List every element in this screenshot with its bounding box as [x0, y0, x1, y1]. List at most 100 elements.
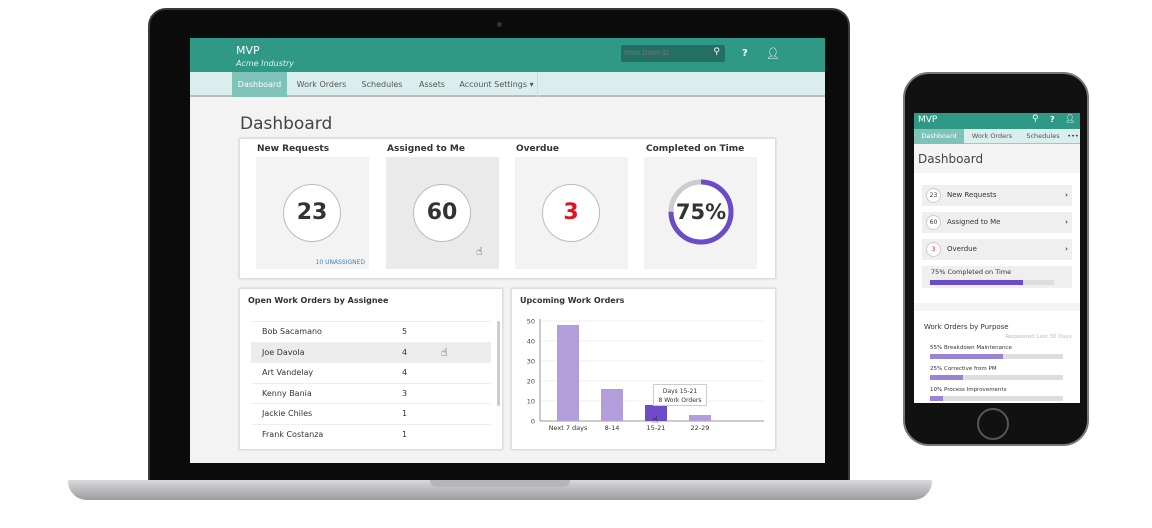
item-label: Overdue	[947, 245, 977, 253]
search-icon[interactable]: ⚲	[713, 47, 720, 57]
mobile-item-new-requests[interactable]: 23 New Requests ›	[922, 185, 1072, 206]
tab-assets[interactable]: Assets	[418, 80, 446, 89]
assignee-row[interactable]: Jackie Chiles 1	[251, 403, 491, 423]
help-icon[interactable]: ?	[1050, 115, 1055, 124]
count-badge: 60	[926, 215, 941, 230]
mobile-tab-work-orders[interactable]: Work Orders	[971, 132, 1013, 140]
stat-label: Overdue	[516, 144, 560, 154]
assigned-tile[interactable]: 60 ☝︎	[386, 157, 499, 269]
card-title: Open Work Orders by Assignee	[248, 296, 389, 305]
phone-screen: MVP ⚲ ? 👤︎ Dashboard Work Orders Schedul…	[914, 113, 1080, 403]
hand-cursor-icon: ☝︎	[441, 345, 448, 359]
app-subtitle: Acme Industry	[236, 59, 295, 68]
purpose-bar	[930, 396, 1063, 401]
home-button	[977, 408, 1009, 440]
new-requests-tile[interactable]: 23 10 UNASSIGNED	[256, 157, 369, 269]
assignee-name: Joe Davola	[262, 347, 305, 357]
user-icon[interactable]: 👤︎	[766, 47, 780, 60]
completed-tile[interactable]: 75%	[644, 157, 757, 269]
search-icon[interactable]: ⚲	[1032, 114, 1039, 124]
stat-value: 23	[283, 184, 341, 242]
assignee-count: 3	[402, 388, 408, 398]
work-order-search-input[interactable]	[624, 47, 704, 60]
x-tick-label: 8-14	[605, 424, 620, 432]
upcoming-card: Upcoming Work Orders 0 10 20 30 40 50 Next 7 d…	[511, 288, 776, 450]
purpose-title: Work Orders by Purpose	[924, 323, 1009, 331]
overdue-tile[interactable]: 3	[515, 157, 628, 269]
purpose-label: 55% Breakdown Maintenance	[930, 345, 1012, 351]
purpose-subtitle: Requested Last 30 Days	[1005, 334, 1072, 340]
scrollbar[interactable]	[497, 321, 500, 406]
page-title: Dashboard	[240, 114, 333, 134]
stats-card: New Requests 23 10 UNASSIGNED Assigned t…	[239, 138, 776, 279]
mobile-nav: Dashboard Work Orders Schedules •••	[914, 129, 1080, 144]
tab-work-orders[interactable]: Work Orders	[296, 80, 347, 89]
y-tick-label: 10	[527, 398, 535, 406]
app-header: MVP Acme Industry ⚲ ? 👤︎	[190, 38, 825, 72]
assignee-name: Frank Costanza	[262, 429, 324, 439]
assignee-row[interactable]: Kenny Bania 3	[251, 382, 491, 403]
laptop-screen: MVP Acme Industry ⚲ ? 👤︎ Dashboard Work …	[190, 38, 825, 463]
assignee-row[interactable]: Art Vandelay 4	[251, 362, 491, 382]
count-badge: 23	[926, 188, 941, 203]
hand-cursor-icon: ☝	[652, 415, 658, 426]
more-icon[interactable]: •••	[1067, 132, 1079, 140]
assignee-row[interactable]: Joe Davola 4 ☝︎	[251, 341, 491, 362]
user-icon[interactable]: 👤︎	[1065, 114, 1076, 123]
upcoming-chart: 0 10 20 30 40 50 Next 7 days 8-14 15-21 22-29 ☝	[527, 318, 764, 432]
assignee-name: Bob Sacamano	[262, 327, 322, 336]
unassigned-link[interactable]: 10 UNASSIGNED	[315, 259, 365, 266]
tab-account-settings[interactable]: Account Settings ▾	[456, 72, 538, 97]
assignee-row[interactable]: Bob Sacamano 5	[251, 321, 491, 341]
assignee-name: Jackie Chiles	[262, 409, 313, 418]
mobile-item-assigned[interactable]: 60 Assigned to Me ›	[922, 212, 1072, 233]
y-tick-label: 0	[531, 418, 535, 426]
x-tick-label: 15-21	[647, 424, 666, 432]
y-tick-label: 40	[527, 338, 535, 346]
completion-ring	[668, 179, 734, 245]
stat-label: Completed on Time	[646, 144, 745, 154]
bar-15-21	[645, 405, 667, 421]
purpose-bar	[930, 354, 1063, 359]
stat-value: 3	[542, 184, 600, 242]
bar-8-14	[601, 389, 623, 421]
search-box[interactable]: ⚲	[621, 45, 725, 62]
chevron-right-icon: ›	[1065, 191, 1068, 199]
stat-value: 75%	[675, 200, 727, 224]
y-tick-label: 20	[527, 378, 535, 386]
tooltip-line2: 8 Work Orders	[658, 397, 702, 404]
assignee-card: Open Work Orders by Assignee Bob Sacaman…	[239, 288, 503, 450]
main-nav: Dashboard Work Orders Schedules Assets A…	[190, 72, 825, 97]
assignee-count: 1	[402, 409, 408, 418]
tooltip-line1: Days 15-21	[662, 388, 698, 395]
help-icon[interactable]: ?	[742, 48, 748, 59]
camera	[497, 22, 502, 27]
mobile-purpose: Work Orders by Purpose Requested Last 30…	[914, 311, 1080, 403]
mobile-header: MVP ⚲ ? 👤︎	[914, 113, 1080, 129]
x-tick-label: Next 7 days	[549, 424, 588, 432]
chevron-right-icon: ›	[1065, 218, 1068, 226]
y-tick-label: 50	[527, 318, 535, 326]
mobile-item-overdue[interactable]: 3 Overdue ›	[922, 239, 1072, 260]
chart-tooltip: Days 15-21 8 Work Orders	[653, 384, 707, 406]
count-badge: 3	[926, 242, 941, 257]
y-tick-label: 30	[527, 358, 535, 366]
mobile-tab-dashboard[interactable]: Dashboard	[914, 129, 964, 144]
app-title: MVP	[236, 44, 260, 57]
tab-dashboard[interactable]: Dashboard	[232, 72, 287, 97]
stat-label: New Requests	[257, 144, 330, 154]
mobile-app-title: MVP	[918, 115, 938, 125]
purpose-bar	[930, 375, 1063, 380]
chevron-right-icon: ›	[1065, 245, 1068, 253]
item-label: New Requests	[947, 191, 997, 199]
x-tick-label: 22-29	[691, 424, 710, 432]
tab-schedules[interactable]: Schedules	[361, 80, 403, 89]
stat-label: Assigned to Me	[387, 144, 465, 154]
mobile-completed: 75% Completed on Time	[922, 266, 1072, 288]
mobile-tab-schedules[interactable]: Schedules	[1026, 132, 1060, 140]
purpose-label: 25% Corrective from PM	[930, 366, 997, 372]
assignee-row[interactable]: Frank Costanza 1	[251, 423, 491, 444]
card-title: Upcoming Work Orders	[520, 296, 625, 305]
laptop-notch	[430, 480, 570, 487]
assignee-count: 4	[402, 347, 408, 357]
